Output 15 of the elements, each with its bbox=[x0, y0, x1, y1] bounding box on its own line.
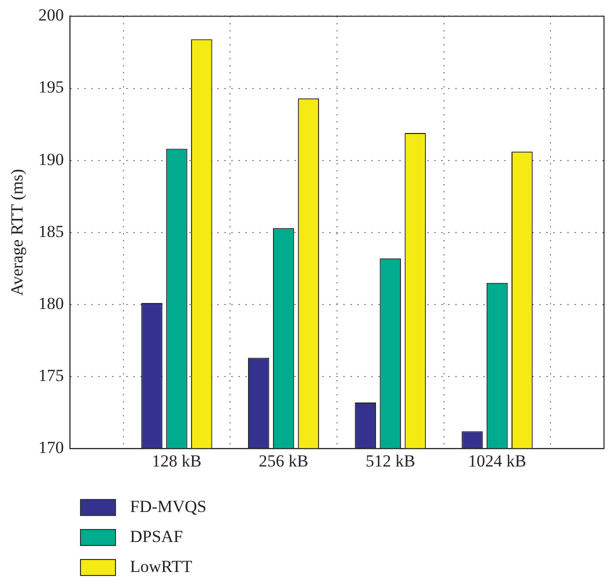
y-tick-label: 195 bbox=[38, 78, 64, 97]
y-tick-label: 180 bbox=[38, 294, 64, 313]
y-tick-label: 175 bbox=[38, 366, 64, 385]
x-tick-label: 256 kB bbox=[258, 451, 308, 470]
x-tick-label: 128 kB bbox=[152, 451, 202, 470]
legend-label: FD-MVQS bbox=[130, 497, 207, 517]
y-tick-label: 185 bbox=[38, 222, 64, 241]
y-tick-label: 170 bbox=[38, 438, 64, 458]
x-tick-label: 512 kB bbox=[366, 451, 416, 470]
y-tick-label: 200 bbox=[38, 6, 64, 25]
y-tick-label: 190 bbox=[38, 150, 64, 169]
x-tick-label: 1024 kB bbox=[468, 451, 526, 470]
y-axis-title: Average RTT (ms) bbox=[8, 169, 27, 296]
legend-label: DPSAF bbox=[130, 527, 183, 547]
legend-label: LowRTT bbox=[130, 557, 192, 577]
